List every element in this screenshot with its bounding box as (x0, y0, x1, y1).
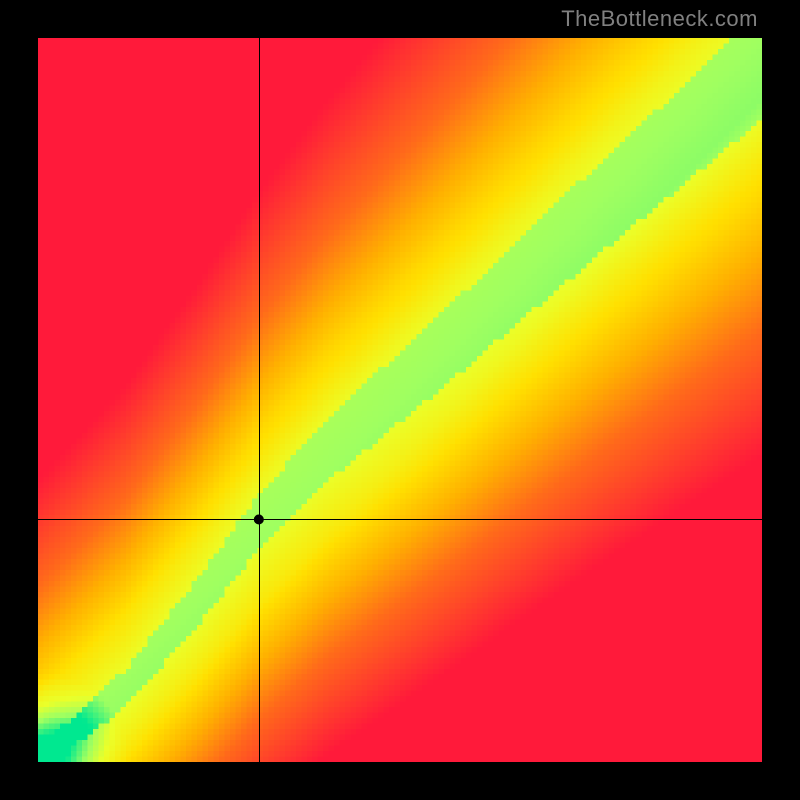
chart-container: TheBottleneck.com (0, 0, 800, 800)
watermark-text: TheBottleneck.com (561, 6, 758, 32)
crosshair-overlay (38, 38, 762, 762)
heatmap-plot (38, 38, 762, 762)
